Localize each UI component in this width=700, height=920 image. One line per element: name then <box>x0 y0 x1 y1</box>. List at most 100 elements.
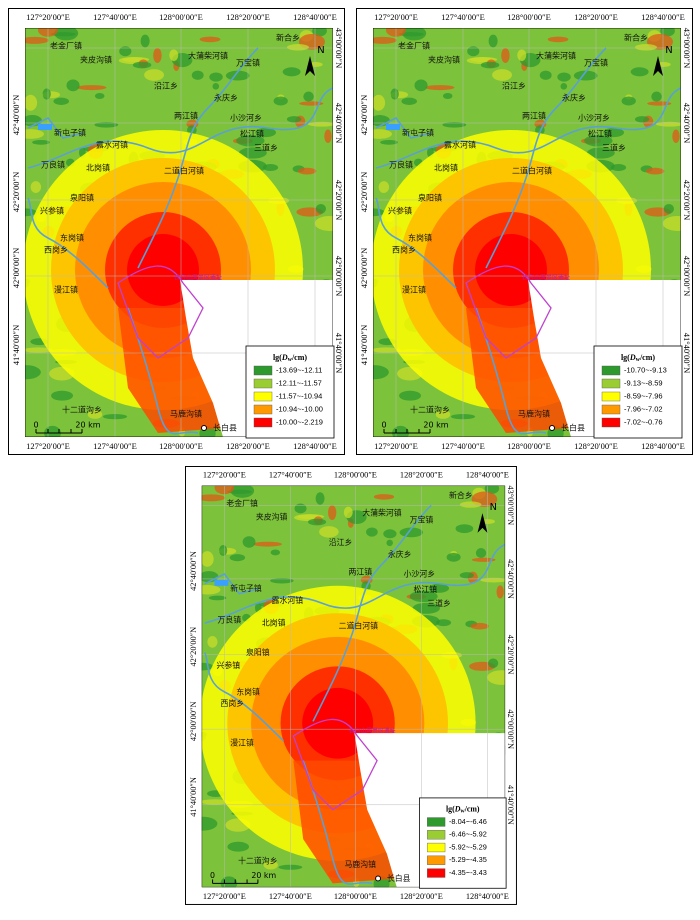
place-label: 老金厂镇 <box>50 41 82 51</box>
legend-swatch <box>601 391 621 402</box>
place-label: 新屯子镇 <box>230 583 262 593</box>
terrain-patch <box>25 129 44 139</box>
place-label: 马鹿沟镇 <box>345 859 377 869</box>
map-area <box>25 28 333 437</box>
place-label: 东岗镇 <box>236 686 260 696</box>
river <box>375 197 457 289</box>
terrain-patch <box>253 541 282 547</box>
terrain-patch <box>262 164 279 172</box>
legend-title: lg(Dw/cm) <box>446 805 480 816</box>
legend-entry: -6.46~-5.92 <box>449 830 487 839</box>
legend-entry: -4.35~-3.43 <box>449 868 487 877</box>
place-label: 泉阳镇 <box>70 193 94 203</box>
terrain-patch <box>446 552 461 562</box>
terrain-patch <box>399 390 421 401</box>
place-label: 露水河镇 <box>272 595 304 605</box>
latitude-label: 41°40′00″N <box>506 785 515 825</box>
scale-distance: 20 km <box>423 421 448 430</box>
terrain-patch <box>270 577 294 584</box>
latitude-label: 41°40′00″N <box>682 333 692 373</box>
terrain-patch <box>455 524 474 534</box>
legend-title-prefix: lg( <box>273 353 282 362</box>
site-label: 长白山风景区遗址 <box>174 274 222 282</box>
place-label: 十二道沟乡 <box>62 405 102 415</box>
terrain-patch <box>303 91 314 102</box>
legend-swatch <box>427 868 446 878</box>
terrain-patch <box>373 129 392 139</box>
terrain-patch <box>94 122 119 128</box>
legend-swatch <box>427 817 446 827</box>
legend-swatch <box>427 855 446 865</box>
longitude-label: 128°20′00″E <box>400 471 443 480</box>
longitude-label: 128°40′00″E <box>466 892 509 901</box>
terrain-patch <box>496 585 504 599</box>
terrain-patch <box>373 494 395 500</box>
legend-entry: -7.96~-7.02 <box>624 404 663 413</box>
terrain-patch <box>201 584 221 595</box>
terrain-patch <box>227 489 252 494</box>
terrain-patch <box>324 129 332 143</box>
legend-entry: -5.29~-4.35 <box>449 855 487 864</box>
latitude-label: 42°00′00″N <box>506 709 515 749</box>
terrain-patch <box>25 36 49 44</box>
river <box>27 197 109 289</box>
scale-zero: 0 <box>381 421 386 430</box>
place-label: 大蒲柴河镇 <box>188 51 228 61</box>
terrain-patch <box>242 536 256 548</box>
latitude-label: 42°00′00″N <box>682 256 692 296</box>
terrain-patch <box>401 97 418 105</box>
place-label: 三道乡 <box>427 598 451 608</box>
latitude-label: 42°20′00″N <box>359 172 369 212</box>
terrain-patch <box>557 72 571 82</box>
terrain-patch <box>435 410 451 419</box>
terrain-patch <box>30 181 42 194</box>
longitude-label: 128°00′00″E <box>507 441 551 451</box>
terrain-patch <box>208 595 227 601</box>
scale-zero: 0 <box>33 421 38 430</box>
legend-swatch <box>427 842 446 853</box>
longitude-label: 128°20′00″E <box>574 441 618 451</box>
latitude-label: 41°40′00″N <box>334 333 344 373</box>
latitude-label: 42°40′00″N <box>506 559 515 599</box>
terrain-patch <box>539 70 552 80</box>
place-label: 西岗乡 <box>44 246 68 255</box>
legend-title-symbol: D <box>454 805 461 814</box>
lake <box>386 124 400 130</box>
terrain-patch <box>630 67 649 77</box>
terrain-patch <box>573 70 598 81</box>
river <box>375 87 681 169</box>
longitude-label: 127°40′00″E <box>441 441 485 451</box>
terrain-patch <box>225 70 250 81</box>
terrain-patch <box>480 577 506 583</box>
terrain-patch <box>655 121 681 127</box>
place-label: 北岗镇 <box>86 163 110 173</box>
terrain-patch <box>201 799 230 805</box>
longitude-label: 127°20′00″E <box>203 471 246 480</box>
latitude-label: 42°40′00″N <box>682 103 692 143</box>
lake <box>214 579 229 586</box>
longitude-label: 127°20′00″E <box>26 441 70 451</box>
terrain-patch <box>343 506 353 519</box>
north-arrow <box>305 56 315 76</box>
longitude-label: 128°00′00″E <box>159 441 203 451</box>
longitude-label: 127°20′00″E <box>374 12 418 22</box>
longitude-label: 128°20′00″E <box>574 12 618 22</box>
terrain-patch <box>459 501 482 508</box>
longitude-label: 127°20′00″E <box>203 892 246 901</box>
terrain-patch <box>645 167 665 175</box>
terrain-patch <box>87 410 103 419</box>
legend-title-prefix: lg( <box>621 353 630 362</box>
terrain-patch <box>207 636 218 648</box>
terrain-patch <box>25 94 38 111</box>
terrain-patch <box>399 527 423 538</box>
boundary <box>465 265 552 359</box>
latitude-label: 41°40′00″N <box>359 325 369 365</box>
terrain-patch <box>409 590 438 603</box>
place-label: 两江镇 <box>522 111 546 121</box>
terrain-patch <box>392 425 410 437</box>
terrain-patch <box>25 347 54 353</box>
place-label: 夹皮沟镇 <box>256 512 288 522</box>
longitude-label: 127°40′00″E <box>269 471 312 480</box>
